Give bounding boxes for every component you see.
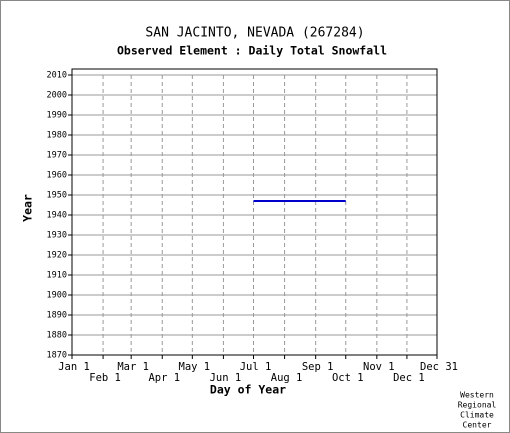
y-tick-label: 1870 [47, 351, 67, 361]
y-tick-label: 1980 [47, 131, 67, 141]
y-tick-label: 2000 [47, 91, 67, 101]
x-tick-label: Jul 1 [240, 361, 272, 373]
credit: Regional [458, 401, 497, 410]
y-tick-label: 1890 [47, 311, 67, 321]
y-tick-label: 1990 [47, 111, 67, 121]
x-tick-label: May 1 [179, 361, 211, 373]
x-tick-label: Jun 1 [210, 372, 242, 384]
x-tick-label: Aug 1 [271, 372, 303, 384]
x-tick-label: Dec 31 [420, 361, 458, 373]
y-tick-label: 1920 [47, 251, 67, 261]
y-tick-label: 1880 [47, 331, 67, 341]
x-tick-label: Oct 1 [332, 372, 364, 384]
credit: Climate [460, 411, 494, 420]
y-tick-label: 1970 [47, 151, 67, 161]
x-axis-label: Day of Year [210, 383, 286, 397]
x-tick-label: Sep 1 [302, 361, 334, 373]
y-tick-label: 1930 [47, 231, 67, 241]
y-tick-label: 1960 [47, 171, 67, 181]
y-tick-label: 1910 [47, 271, 67, 281]
plot-frame [71, 68, 438, 356]
y-tick-label: 2010 [47, 71, 67, 81]
x-tick-label: Jan 1 [58, 361, 90, 373]
x-tick-label: Nov 1 [363, 361, 395, 373]
y-axis-label: Year [21, 194, 35, 222]
y-tick-label: 1940 [47, 211, 67, 221]
x-tick-label: Apr 1 [148, 372, 180, 384]
y-tick-label: 1900 [47, 291, 67, 301]
x-tick-label: Feb 1 [89, 372, 121, 384]
chart-subtitle: Observed Element : Daily Total Snowfall [117, 44, 387, 58]
chart-title: SAN JACINTO, NEVADA (267284) [145, 26, 364, 41]
y-tick-label: 1950 [47, 191, 67, 201]
x-tick-label: Mar 1 [117, 361, 149, 373]
x-tick-label: Dec 1 [393, 372, 425, 384]
credit: Center [463, 421, 492, 430]
credit: Western [460, 391, 494, 400]
